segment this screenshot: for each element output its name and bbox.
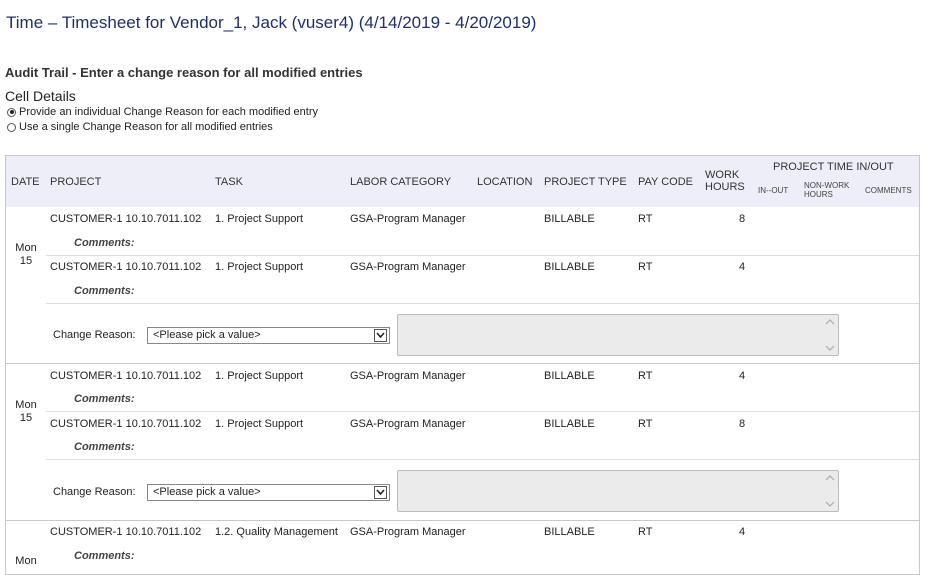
- header-work-hours-1: WORK: [705, 169, 740, 181]
- header-project: PROJECT: [50, 176, 102, 188]
- day-cell: Mon 15: [7, 242, 45, 268]
- cell-pay-code: RT: [638, 370, 653, 382]
- cell-work-hours: 4: [739, 370, 746, 382]
- cell-work-hours: 4: [739, 526, 746, 538]
- change-reason-select[interactable]: <Please pick a value>: [147, 484, 390, 501]
- table-header: DATE PROJECT TASK LABOR CATEGORY LOCATIO…: [6, 156, 919, 207]
- cell-work-hours: 4: [739, 261, 746, 273]
- cell-task: 1. Project Support: [215, 261, 304, 273]
- cell-pay-code: RT: [638, 418, 653, 430]
- cell-labor: GSA-Program Manager: [350, 213, 466, 225]
- day-name: Mon: [15, 399, 37, 411]
- cell-project: CUSTOMER-1 10.10.7011.102: [50, 370, 202, 382]
- cell-project-type: BILLABLE: [544, 213, 595, 225]
- cell-labor: GSA-Program Manager: [350, 261, 466, 273]
- option-single-reason[interactable]: Use a single Change Reason for all modif…: [7, 121, 273, 133]
- day-cell: Mon: [7, 555, 45, 568]
- radio-single[interactable]: [7, 122, 16, 132]
- cell-pay-code: RT: [638, 261, 653, 273]
- textarea-scrollbar[interactable]: [822, 315, 838, 355]
- cell-project-type: BILLABLE: [544, 261, 595, 273]
- day-name: Mon: [15, 555, 37, 567]
- header-work-hours-2: HOURS: [705, 181, 745, 193]
- change-reason-select-value: <Please pick a value>: [153, 486, 261, 498]
- header-pay-code: PAY CODE: [638, 176, 694, 188]
- cell-pay-code: RT: [638, 213, 653, 225]
- change-reason-select[interactable]: <Please pick a value>: [147, 327, 390, 344]
- cell-project: CUSTOMER-1 10.10.7011.102: [50, 213, 202, 225]
- header-comments: COMMENTS: [865, 186, 912, 195]
- cell-pay-code: RT: [638, 526, 653, 538]
- header-project-time-inout: PROJECT TIME IN/OUT: [773, 161, 894, 173]
- chevron-down-icon[interactable]: [374, 486, 387, 499]
- header-date: DATE: [11, 176, 40, 188]
- change-reason-label: Change Reason:: [53, 329, 136, 341]
- day-cell: Mon 15: [7, 399, 45, 425]
- cell-project-type: BILLABLE: [544, 418, 595, 430]
- cell-labor: GSA-Program Manager: [350, 418, 466, 430]
- day-name: Mon: [15, 242, 37, 254]
- cell-project-type: BILLABLE: [544, 526, 595, 538]
- day-date: 15: [19, 255, 33, 267]
- chevron-down-icon[interactable]: [374, 329, 387, 342]
- cell-work-hours: 8: [739, 418, 746, 430]
- cell-task: 1. Project Support: [215, 213, 304, 225]
- radio-individual[interactable]: [7, 107, 16, 117]
- row-divider: [46, 459, 919, 460]
- cell-project: CUSTOMER-1 10.10.7011.102: [50, 261, 202, 273]
- option-single-label: Use a single Change Reason for all modif…: [19, 121, 273, 133]
- comments-label: Comments:: [74, 550, 135, 562]
- row-divider: [46, 303, 919, 304]
- group-divider: [6, 520, 919, 521]
- cell-labor: GSA-Program Manager: [350, 370, 466, 382]
- comments-label: Comments:: [74, 285, 135, 297]
- header-task: TASK: [215, 176, 243, 188]
- comments-label: Comments:: [74, 441, 135, 453]
- cell-project: CUSTOMER-1 10.10.7011.102: [50, 526, 202, 538]
- cell-work-hours: 8: [739, 213, 746, 225]
- cell-details-label: Cell Details: [5, 88, 76, 104]
- header-project-type: PROJECT TYPE: [544, 176, 627, 188]
- header-labor-category: LABOR CATEGORY: [350, 176, 452, 188]
- option-individual-reason[interactable]: Provide an individual Change Reason for …: [7, 106, 318, 118]
- header-non-work-1: NON-WORK: [804, 181, 850, 190]
- textarea-scrollbar[interactable]: [822, 471, 838, 511]
- page-title: Time – Timesheet for Vendor_1, Jack (vus…: [6, 13, 537, 32]
- cell-task: 1.2. Quality Management: [215, 526, 338, 538]
- group-divider: [6, 363, 919, 364]
- audit-trail-heading: Audit Trail - Enter a change reason for …: [5, 65, 363, 80]
- header-in-out: IN--OUT: [758, 186, 789, 195]
- change-reason-textarea[interactable]: [397, 314, 839, 356]
- comments-label: Comments:: [74, 393, 135, 405]
- day-date: 15: [19, 412, 33, 424]
- change-reason-label: Change Reason:: [53, 486, 136, 498]
- header-location: LOCATION: [477, 176, 533, 188]
- audit-table: DATE PROJECT TASK LABOR CATEGORY LOCATIO…: [5, 155, 920, 575]
- cell-project-type: BILLABLE: [544, 370, 595, 382]
- option-individual-label: Provide an individual Change Reason for …: [19, 106, 319, 118]
- cell-project: CUSTOMER-1 10.10.7011.102: [50, 418, 202, 430]
- header-non-work-2: HOURS: [804, 190, 833, 199]
- row-divider: [46, 411, 919, 412]
- comments-label: Comments:: [74, 237, 135, 249]
- cell-task: 1. Project Support: [215, 370, 304, 382]
- change-reason-select-value: <Please pick a value>: [153, 329, 261, 341]
- cell-task: 1. Project Support: [215, 418, 304, 430]
- change-reason-textarea[interactable]: [397, 470, 839, 512]
- cell-labor: GSA-Program Manager: [350, 526, 466, 538]
- row-divider: [46, 255, 919, 256]
